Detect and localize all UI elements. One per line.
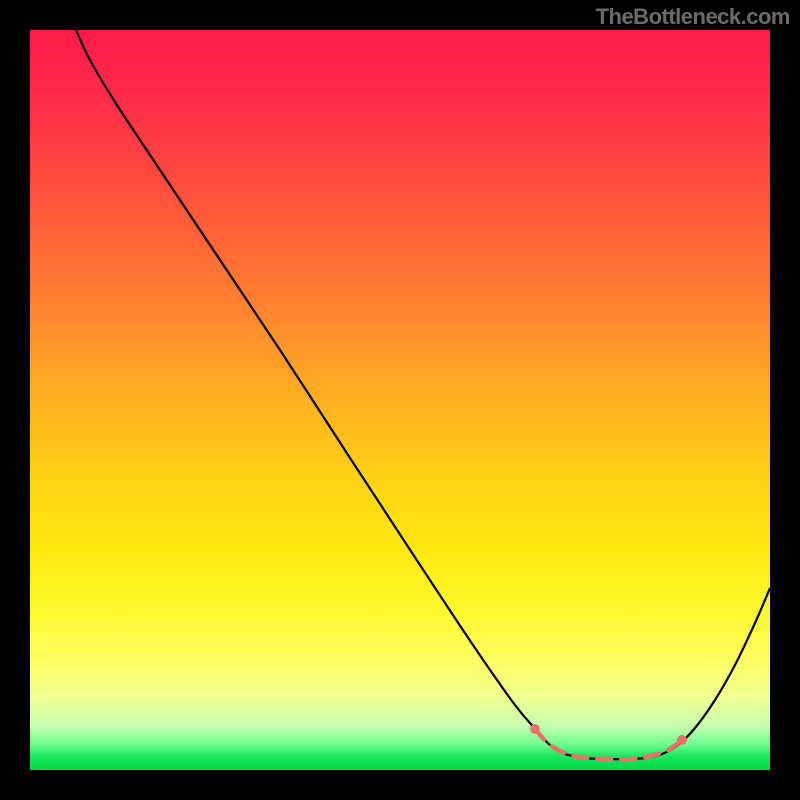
optimal-range-highlight bbox=[535, 729, 682, 759]
chart-plot-area bbox=[30, 30, 770, 770]
bottleneck-curve bbox=[76, 30, 770, 759]
watermark-text: TheBottleneck.com bbox=[596, 4, 790, 30]
chart-curve-layer bbox=[30, 30, 770, 770]
highlight-endpoints bbox=[530, 724, 687, 745]
